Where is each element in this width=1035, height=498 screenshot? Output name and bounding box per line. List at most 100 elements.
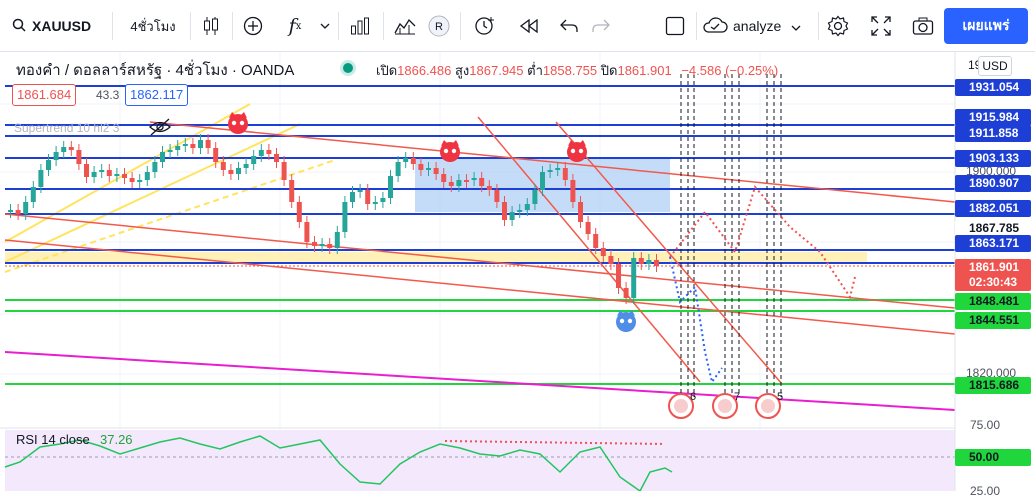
candle-body [122, 174, 127, 178]
ohlc-values: เปิด1866.486 สูง1867.945 ต่ำ1858.755 ปิด… [376, 63, 779, 78]
undo-icon[interactable] [554, 8, 584, 44]
candle-body [524, 204, 530, 210]
chevron-down-icon[interactable] [318, 8, 332, 44]
candle-body [243, 164, 249, 168]
tradingview-cat-icon [440, 140, 460, 162]
candle-body [471, 178, 477, 180]
rsi-scale-label: 25.00 [970, 484, 1001, 498]
candle-body [342, 202, 348, 232]
candle-body [638, 258, 644, 264]
price-tag-blue: 1931.054 [955, 79, 1031, 96]
indicators-icon[interactable] [238, 8, 268, 44]
candle-body [608, 256, 614, 264]
analyze-button[interactable]: analyze [702, 8, 814, 44]
supertrend-eye-icon[interactable] [148, 118, 172, 139]
candle-body [464, 180, 469, 182]
settings-icon[interactable] [823, 8, 853, 44]
event-marker-label[interactable]: 6 [690, 391, 697, 403]
candle-body [357, 190, 363, 192]
candle-body [380, 198, 386, 202]
price-tag-blue: 1915.984 [955, 109, 1031, 126]
templates-icon[interactable] [390, 8, 420, 44]
candle-body [84, 164, 89, 177]
event-marker [668, 393, 694, 419]
buy-button[interactable]: 1862.117 [125, 84, 189, 106]
fullscreen-icon[interactable] [866, 8, 896, 44]
supertrend-label: Supertrend 10 hl2 3 [14, 121, 120, 135]
candle-body [61, 147, 67, 152]
candle-body [106, 170, 112, 176]
candle-body [654, 260, 659, 266]
candle-body [562, 168, 568, 180]
candle-body [76, 150, 82, 164]
candle-body [266, 150, 272, 154]
redo-icon[interactable] [586, 8, 616, 44]
candle-body [494, 190, 500, 202]
publish-button[interactable]: เผยแพร่ [944, 8, 1028, 44]
camera-icon[interactable] [908, 8, 938, 44]
alert-icon[interactable] [470, 8, 500, 44]
candle-body [388, 176, 393, 198]
candle-body [448, 182, 454, 186]
candle-body [631, 258, 637, 298]
replay-R-icon[interactable]: R [426, 8, 452, 44]
price-tag-red: 1861.901 [955, 259, 1031, 276]
spread-label: 43.3 [96, 88, 120, 102]
candle-body [486, 186, 492, 190]
rewind-icon[interactable] [514, 8, 544, 44]
candle-body [540, 172, 545, 190]
candle-body [220, 162, 226, 170]
candle-body [38, 170, 44, 187]
rsi-line [4, 435, 673, 491]
cloud-icon [702, 16, 728, 37]
candle-body [410, 158, 416, 164]
candle-body [593, 234, 599, 248]
interval-button[interactable]: 4ชั่วโมง [130, 18, 176, 34]
candle-body [236, 168, 241, 174]
chart-area[interactable]: ทองคำ / ดอลลาร์สหรัฐ · 4ชั่วโมง · OANDA … [0, 52, 1035, 498]
candle-body [327, 244, 333, 248]
candle-body [175, 146, 181, 150]
price-tag-green: 1815.686 [955, 377, 1031, 394]
currency-button[interactable]: USD [978, 56, 1012, 76]
candle-body [281, 162, 287, 180]
candle-body [167, 150, 173, 152]
red-channel [4, 116, 956, 385]
candle-body [137, 180, 143, 182]
price-tag-plain: 1867.785 [955, 220, 1031, 237]
candle-body [395, 162, 401, 176]
candle-body [578, 202, 583, 222]
tradingview-cat-icon [567, 140, 587, 162]
candle-body [441, 174, 447, 182]
rsi-label: RSI 14 close [16, 432, 90, 447]
candle-body [616, 264, 621, 288]
rsi-value: 37.26 [100, 432, 133, 447]
compare-icon[interactable] [345, 8, 375, 44]
price-chart[interactable] [0, 52, 1035, 491]
tradingview-cat-icon [616, 310, 636, 332]
price-scale-label: 1900.000 [966, 164, 1017, 178]
candle-body [228, 170, 234, 174]
candles-icon[interactable] [196, 8, 226, 44]
divider [818, 12, 819, 40]
rsi-panel-bg [5, 430, 955, 491]
divider [460, 12, 461, 40]
candle-body [46, 160, 51, 170]
candle-body [456, 180, 462, 186]
event-marker-label[interactable]: 7 [734, 391, 741, 403]
symbol-search[interactable]: XAUUSD [6, 8, 106, 44]
layout-icon[interactable] [660, 8, 690, 44]
sell-button[interactable]: 1861.684 [12, 84, 77, 106]
candle-body [152, 162, 158, 172]
candle-body [502, 202, 507, 220]
green-levels [5, 299, 955, 385]
price-tag-blue: 1890.907 [955, 175, 1031, 192]
tradingview-cat-icon [228, 112, 248, 134]
candle-body [198, 140, 203, 148]
candle-body [144, 172, 150, 180]
candle-body [129, 178, 135, 182]
candle-body [205, 140, 211, 148]
event-marker-label[interactable]: 5 [777, 391, 784, 403]
rsi-scale-tag: 50.00 [955, 449, 1031, 466]
